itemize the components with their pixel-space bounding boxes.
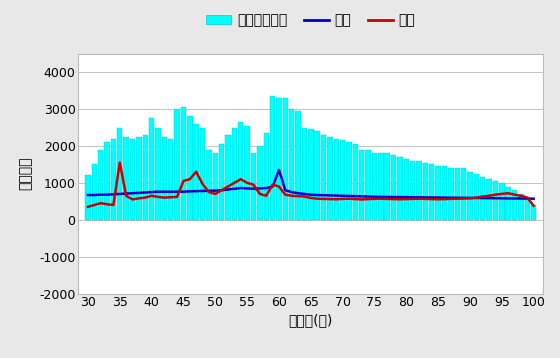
Bar: [474, 174, 479, 220]
Bar: [448, 168, 454, 220]
Bar: [206, 150, 212, 220]
Bar: [531, 205, 536, 220]
Bar: [525, 198, 530, 220]
Bar: [168, 139, 174, 220]
Bar: [200, 127, 206, 220]
Bar: [117, 127, 123, 220]
Bar: [455, 168, 460, 220]
Bar: [181, 107, 186, 220]
Bar: [270, 96, 276, 220]
Bar: [257, 146, 263, 220]
Bar: [346, 142, 352, 220]
Bar: [353, 144, 358, 220]
Bar: [499, 183, 505, 220]
Bar: [410, 161, 416, 220]
Y-axis label: （万円）: （万円）: [18, 157, 32, 190]
Bar: [276, 98, 282, 220]
Bar: [480, 177, 486, 220]
Bar: [283, 98, 288, 220]
Bar: [136, 137, 142, 220]
Bar: [429, 164, 435, 220]
Bar: [264, 133, 269, 220]
Bar: [219, 144, 225, 220]
X-axis label: 夫年齢(歳): 夫年齢(歳): [288, 314, 333, 328]
Bar: [378, 153, 384, 220]
Bar: [149, 118, 155, 220]
Bar: [385, 153, 390, 220]
Bar: [487, 179, 492, 220]
Bar: [416, 161, 422, 220]
Bar: [302, 127, 307, 220]
Bar: [436, 166, 441, 220]
Bar: [308, 129, 314, 220]
Bar: [518, 194, 524, 220]
Bar: [123, 137, 129, 220]
Bar: [467, 172, 473, 220]
Bar: [85, 175, 91, 220]
Bar: [143, 135, 148, 220]
Bar: [238, 122, 244, 220]
Bar: [372, 153, 377, 220]
Bar: [442, 166, 447, 220]
Bar: [194, 124, 199, 220]
Bar: [289, 109, 295, 220]
Bar: [251, 153, 256, 220]
Bar: [174, 109, 180, 220]
Bar: [92, 164, 97, 220]
Bar: [111, 139, 116, 220]
Bar: [187, 116, 193, 220]
Bar: [162, 137, 167, 220]
Bar: [213, 153, 218, 220]
Bar: [155, 127, 161, 220]
Bar: [423, 163, 428, 220]
Legend: 金融資産残高, 収入, 支出: 金融資産残高, 収入, 支出: [201, 8, 421, 33]
Bar: [244, 126, 250, 220]
Bar: [232, 127, 237, 220]
Bar: [461, 168, 466, 220]
Bar: [493, 181, 498, 220]
Bar: [315, 131, 320, 220]
Bar: [104, 142, 110, 220]
Bar: [295, 111, 301, 220]
Bar: [404, 159, 409, 220]
Bar: [365, 150, 371, 220]
Bar: [327, 137, 333, 220]
Bar: [340, 140, 346, 220]
Bar: [98, 150, 104, 220]
Bar: [391, 155, 396, 220]
Bar: [130, 139, 135, 220]
Bar: [225, 135, 231, 220]
Bar: [397, 157, 403, 220]
Bar: [506, 187, 511, 220]
Bar: [359, 150, 365, 220]
Bar: [512, 190, 517, 220]
Bar: [321, 135, 326, 220]
Bar: [334, 139, 339, 220]
